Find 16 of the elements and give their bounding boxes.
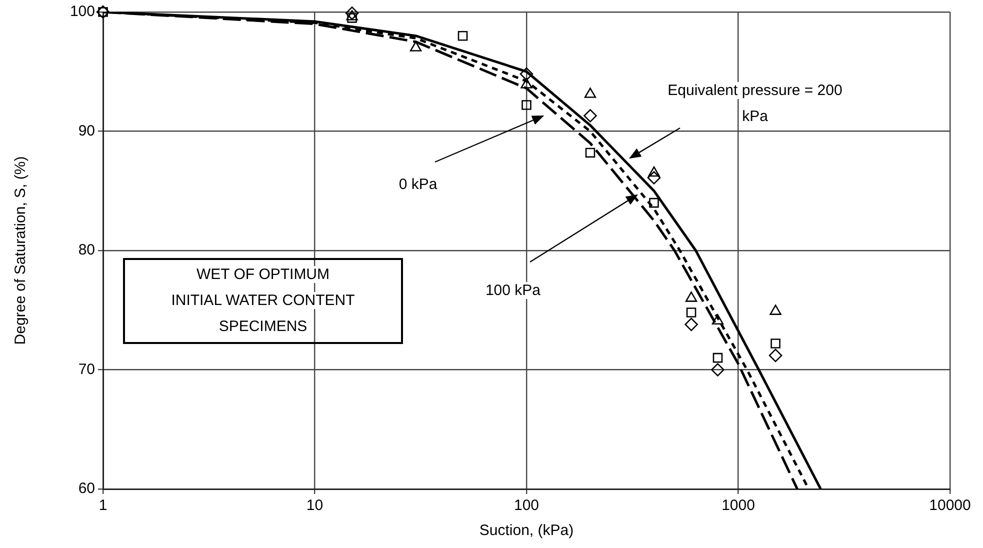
- annotation: Equivalent pressure = 200 kPa: [668, 82, 842, 125]
- y-tick-label: 90: [78, 122, 95, 140]
- x-tick-label: 1: [98, 497, 108, 514]
- x-tick-label: 100: [514, 497, 540, 514]
- x-tick-label: 10000: [929, 497, 971, 514]
- y-axis-title: Degree of Saturation, S, (%): [12, 156, 30, 345]
- y-tick-label: 60: [78, 480, 95, 498]
- annotation: 0 kPa: [398, 176, 438, 193]
- x-tick-label: 10: [306, 497, 324, 514]
- x-tick-label: 1000: [722, 497, 755, 514]
- annotation: WET OF OPTIMUM INITIAL WATER CONTENT SPECIMENS: [171, 266, 355, 335]
- y-tick-label: 100: [70, 3, 95, 20]
- y-tick-label: 70: [78, 360, 95, 378]
- annotation: 100 kPa: [485, 282, 541, 299]
- x-axis-title: Suction, (kPa): [479, 522, 574, 540]
- y-tick-label: 80: [78, 242, 95, 259]
